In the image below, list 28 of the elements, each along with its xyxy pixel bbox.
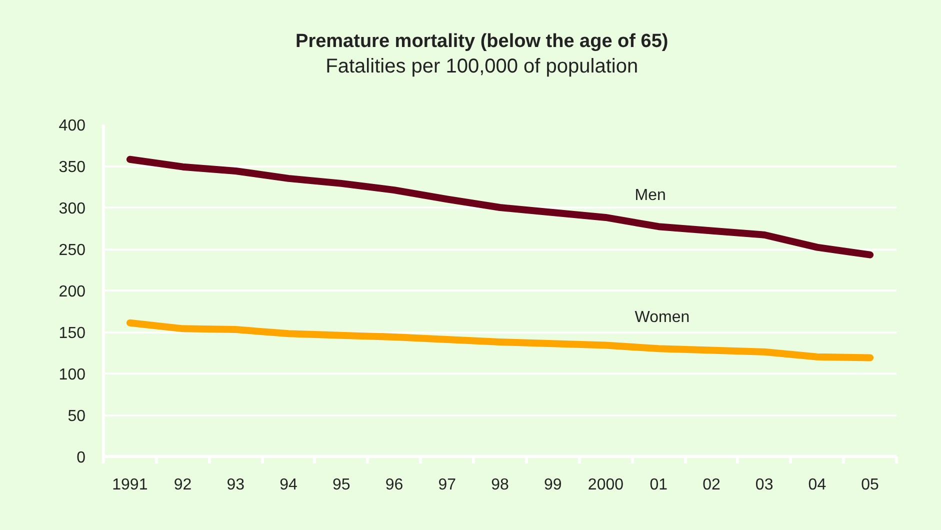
chart-title: Premature mortality (below the age of 65)	[296, 31, 668, 52]
x-tick-label: 2000	[588, 476, 624, 494]
x-tick-label: 99	[544, 476, 562, 494]
x-tick-label: 95	[332, 476, 350, 494]
chart-subtitle: Fatalities per 100,000 of population	[326, 56, 638, 78]
x-tick-label: 92	[174, 476, 192, 494]
x-tick-label: 98	[491, 476, 509, 494]
x-tick-label: 02	[702, 476, 720, 494]
y-tick-label: 150	[58, 325, 86, 342]
x-tick-label: 03	[755, 476, 774, 494]
series-label: Men	[634, 187, 666, 204]
x-tick-label: 97	[438, 476, 456, 494]
y-tick-label: 0	[76, 450, 86, 466]
x-tick-label: 04	[808, 476, 826, 494]
y-tick-label: 200	[58, 284, 86, 300]
y-tick-label: 300	[58, 200, 86, 218]
y-tick-label: 50	[68, 408, 86, 425]
series-label: Women	[634, 309, 690, 326]
y-tick-label: 400	[58, 118, 86, 134]
y-tick-label: 350	[58, 159, 86, 176]
y-tick-label: 250	[58, 242, 86, 259]
x-tick-label: 94	[280, 476, 298, 494]
x-tick-label: 96	[385, 476, 404, 494]
x-tick-label: 1991	[112, 476, 148, 494]
x-tick-label: 05	[861, 476, 880, 494]
y-tick-label: 100	[58, 366, 86, 384]
x-tick-label: 01	[650, 476, 668, 494]
x-tick-label: 93	[226, 476, 245, 494]
